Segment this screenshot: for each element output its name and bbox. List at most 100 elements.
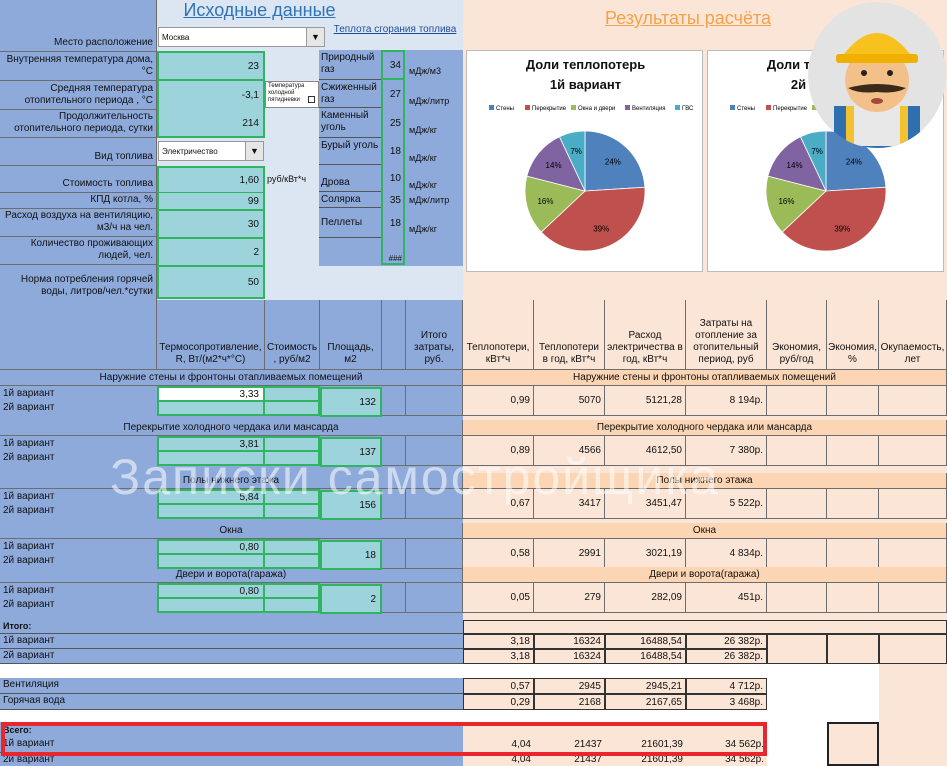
air-label: Расход воздуха на вентиляцию, м3/ч на че…	[0, 209, 157, 237]
header-empty	[0, 300, 157, 370]
fuel-cost-input[interactable]: 1,60	[157, 166, 265, 194]
area-input[interactable]: 156	[320, 490, 382, 520]
pie-slice	[765, 175, 827, 233]
itogo-v1-cost: 26 382р.	[686, 634, 767, 649]
vsego-label: Всего:	[3, 725, 32, 735]
cost-input[interactable]	[265, 386, 320, 402]
electricity-year-value: 5121,28	[605, 386, 686, 416]
thermal-resistance-input-2[interactable]	[157, 555, 265, 569]
fuel-table-bg	[319, 50, 463, 266]
water-year: 2168	[534, 694, 605, 710]
cost-input-2[interactable]	[265, 599, 320, 613]
fuel-value[interactable]: 35	[381, 192, 405, 208]
savings-pct-cell	[827, 436, 879, 466]
location-value: Москва	[162, 32, 190, 42]
heating-cost-value: 5 522р.	[686, 489, 767, 519]
cost-input[interactable]	[265, 489, 320, 505]
section-title-right: Двери и ворота(гаража)	[463, 567, 947, 583]
fuel-value[interactable]: 18	[381, 138, 405, 165]
cost-input[interactable]	[265, 436, 320, 452]
inputs-labels-column	[0, 0, 157, 300]
legend-swatch	[730, 105, 735, 110]
area-input[interactable]: 2	[320, 584, 382, 614]
thermal-resistance-input[interactable]: 0,80	[157, 539, 265, 555]
fuel-name: Природный газ	[319, 50, 383, 80]
heat-loss-value: 0,58	[463, 539, 534, 569]
inner-temp-input[interactable]: 23	[157, 51, 265, 81]
savings-pct-cell	[827, 386, 879, 416]
itogo-v1-label: 1й вариант	[0, 634, 463, 649]
thermal-resistance-input-2[interactable]	[157, 452, 265, 466]
variant-1-label: 1й вариант	[3, 585, 55, 596]
kpd-input[interactable]: 99	[157, 193, 265, 209]
fuel-heat-table: Природный газ 34 мДж/м3 Сжиженный газ 27…	[319, 50, 463, 266]
fuel-value[interactable]: 18	[381, 208, 405, 238]
fuel-unit: мДж/литр	[409, 96, 450, 106]
thermal-resistance-input-2[interactable]	[157, 402, 265, 416]
water-input[interactable]: 50	[157, 265, 265, 299]
cost-input-2[interactable]	[265, 452, 320, 466]
savings-rub-cell	[767, 583, 827, 613]
water-loss: 0,29	[463, 694, 534, 710]
thermal-resistance-input[interactable]: 0,80	[157, 583, 265, 599]
gap-row-2	[0, 710, 767, 722]
thermal-resistance-input[interactable]: 5,84	[157, 489, 265, 505]
pie-slice	[540, 186, 646, 252]
inputs-title: Исходные данные	[183, 0, 336, 20]
payback-cell	[879, 386, 947, 416]
variant-2-label: 2й вариант	[3, 402, 55, 413]
thermal-resistance-input[interactable]: 3,33	[157, 386, 265, 402]
inner-temp-label: Внутренняя температура дома, °С	[0, 52, 157, 81]
water-row-label: Горячая вода	[0, 694, 463, 710]
heat-value-link[interactable]: Теплота сгорания топлива	[333, 24, 457, 35]
cost-input-2[interactable]	[265, 505, 320, 519]
fuel-value[interactable]: 10	[381, 165, 405, 192]
duration-input[interactable]: 214	[157, 110, 265, 138]
thermal-resistance-input[interactable]: 3,81	[157, 436, 265, 452]
thermal-resistance-input-2[interactable]	[157, 505, 265, 519]
air-input[interactable]: 30	[157, 209, 265, 237]
cost-input[interactable]	[265, 539, 320, 555]
fuel-value[interactable]: 25	[381, 108, 405, 138]
legend-label: Окна и двери	[578, 106, 615, 112]
cost-input-2[interactable]	[265, 402, 320, 416]
heat-loss-year-value: 5070	[534, 386, 605, 416]
cost-input[interactable]	[265, 583, 320, 599]
builder-mascot-icon	[834, 33, 920, 148]
section-title-right: Окна	[463, 523, 947, 539]
spacer-cell	[382, 489, 406, 519]
pie-slice	[524, 175, 586, 233]
legend-label: Вентиляция	[632, 106, 666, 112]
variant-1-label: 1й вариант	[3, 438, 55, 449]
cost-input-2[interactable]	[265, 555, 320, 569]
thermal-resistance-input-2[interactable]	[157, 599, 265, 613]
people-input[interactable]: 2	[157, 237, 265, 265]
five-day-checkbox-area[interactable]: Температура холодной пятидневки	[265, 81, 319, 108]
electricity-year-value: 282,09	[605, 583, 686, 613]
location-select[interactable]: Москва ▼	[158, 27, 325, 47]
header-thermal-resistance: Термосопротивление, R, Вт/(м2*ч*°С)	[157, 300, 265, 370]
legend-label: Стены	[496, 106, 514, 112]
area-input[interactable]: 18	[320, 540, 382, 570]
five-day-checkbox[interactable]	[308, 96, 315, 103]
chevron-down-icon[interactable]: ▼	[245, 142, 263, 160]
pie-data-label: 14%	[787, 161, 803, 170]
vsego-savings-box	[827, 722, 879, 766]
savings-rub-cell	[767, 539, 827, 569]
fuel-type-select[interactable]: Электричество ▼	[158, 141, 264, 161]
vsego-v2-cost: 34 562р.	[725, 754, 764, 765]
legend-swatch	[675, 105, 680, 110]
payback-cell	[879, 489, 947, 519]
payback-cell	[879, 436, 947, 466]
itogo-savings-pct	[827, 634, 879, 664]
fuel-value[interactable]: 27	[381, 80, 405, 108]
area-input[interactable]: 132	[320, 387, 382, 417]
fuel-name: Сжиженный газ	[319, 80, 383, 108]
avg-temp-label: Средняя температура отопительного период…	[0, 81, 157, 110]
fuel-value[interactable]: 34	[381, 50, 405, 80]
pie-data-label: 16%	[778, 197, 794, 206]
spacer-cell	[382, 583, 406, 613]
chevron-down-icon[interactable]: ▼	[306, 28, 324, 46]
area-input[interactable]: 137	[320, 437, 382, 467]
heat-loss-value: 0,05	[463, 583, 534, 613]
